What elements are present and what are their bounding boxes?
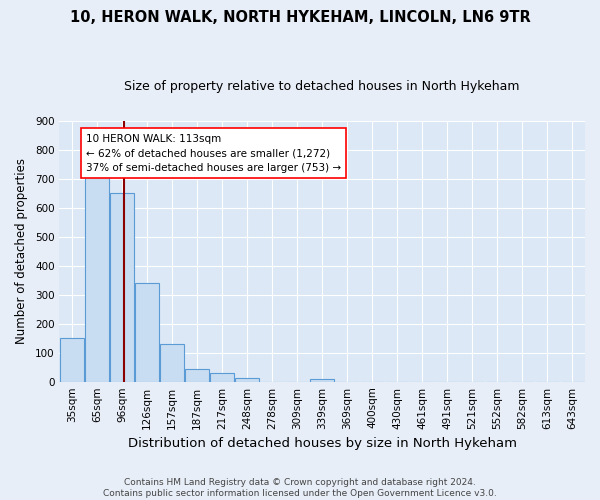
Bar (235, 378, 259, 382)
Bar (135, 283, 159, 382)
Bar (185, 370, 209, 382)
X-axis label: Distribution of detached houses by size in North Hykeham: Distribution of detached houses by size … (128, 437, 517, 450)
Bar (160, 344, 184, 382)
Bar (210, 373, 234, 382)
Text: 10 HERON WALK: 113sqm
← 62% of detached houses are smaller (1,272)
37% of semi-d: 10 HERON WALK: 113sqm ← 62% of detached … (86, 134, 341, 173)
Bar (60, 338, 84, 382)
Text: Contains HM Land Registry data © Crown copyright and database right 2024.
Contai: Contains HM Land Registry data © Crown c… (103, 478, 497, 498)
Bar (310, 380, 334, 382)
Bar (85, 174, 109, 382)
Text: 10, HERON WALK, NORTH HYKEHAM, LINCOLN, LN6 9TR: 10, HERON WALK, NORTH HYKEHAM, LINCOLN, … (70, 10, 530, 25)
Y-axis label: Number of detached properties: Number of detached properties (15, 158, 28, 344)
Title: Size of property relative to detached houses in North Hykeham: Size of property relative to detached ho… (124, 80, 520, 93)
Bar (110, 193, 134, 382)
